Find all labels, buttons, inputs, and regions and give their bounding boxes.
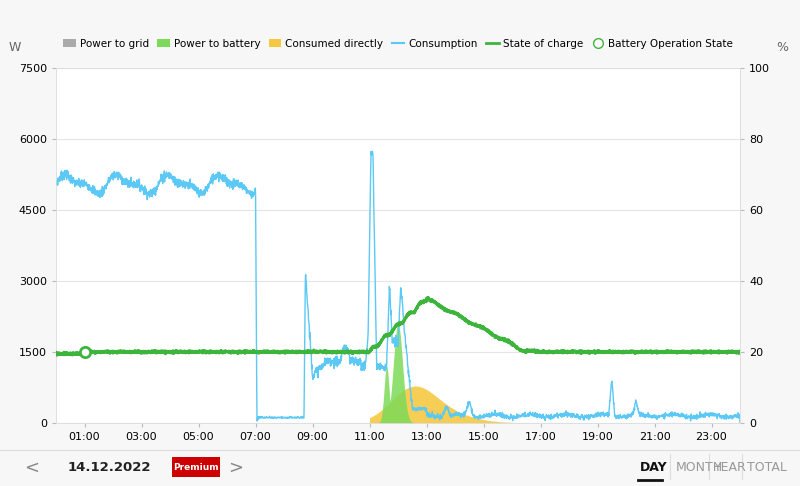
Text: MONTH: MONTH (676, 461, 723, 474)
Legend: Power to grid, Power to battery, Consumed directly, Consumption, State of charge: Power to grid, Power to battery, Consume… (63, 39, 733, 49)
Text: 14.12.2022: 14.12.2022 (68, 461, 151, 474)
Text: >: > (228, 458, 243, 477)
Text: Premium: Premium (173, 463, 219, 471)
Text: YEAR: YEAR (714, 461, 747, 474)
Text: <: < (24, 458, 39, 477)
Text: DAY: DAY (640, 461, 668, 474)
Point (78, 348, 91, 356)
Text: TOTAL: TOTAL (747, 461, 787, 474)
Text: W: W (8, 41, 21, 54)
Text: %: % (776, 41, 788, 54)
